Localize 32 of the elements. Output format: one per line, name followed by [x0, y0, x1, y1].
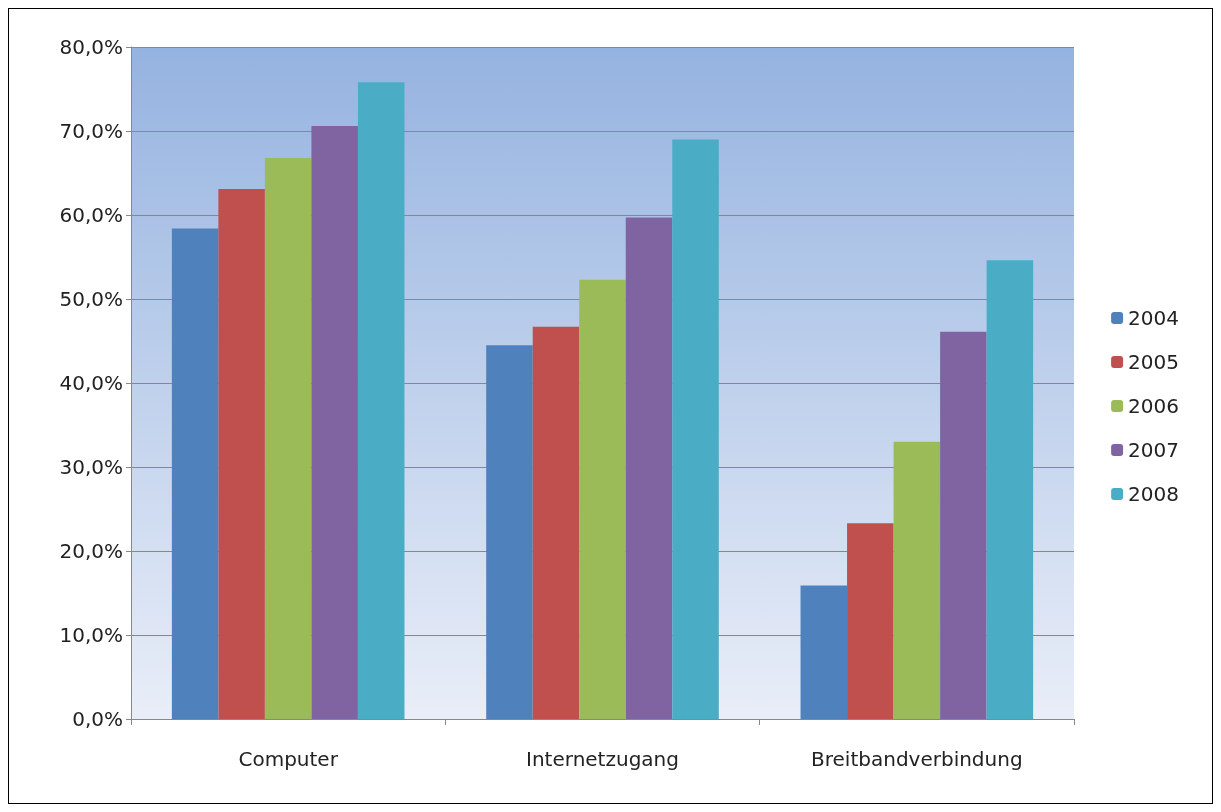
legend-label: 2007 [1128, 438, 1180, 462]
bar [579, 279, 626, 719]
y-tick-label: 30,0% [59, 455, 123, 479]
bar [171, 228, 219, 719]
bar [311, 125, 358, 719]
legend-label: 2008 [1128, 482, 1180, 506]
y-tick-label: 70,0% [59, 119, 123, 143]
y-tick-label: 10,0% [59, 623, 123, 647]
y-tick-label: 60,0% [59, 203, 123, 227]
bar [532, 326, 580, 719]
bar [357, 82, 405, 719]
legend-label: 2006 [1128, 394, 1180, 418]
bar [893, 441, 941, 719]
y-tick-label: 80,0% [59, 35, 123, 59]
bar [218, 188, 265, 719]
bar [264, 157, 312, 719]
y-tick-label: 0,0% [72, 707, 123, 731]
bar [800, 585, 848, 719]
y-tick-label: 20,0% [59, 539, 123, 563]
x-tick-label: Computer [238, 747, 339, 771]
y-tick-label: 50,0% [59, 287, 123, 311]
y-tick-label: 40,0% [59, 371, 123, 395]
legend-label: 2005 [1128, 350, 1180, 374]
bar [940, 331, 987, 719]
bar [625, 217, 673, 719]
bar [486, 345, 533, 719]
bar [986, 260, 1034, 719]
bar [672, 139, 719, 719]
x-tick-label: Breitbandverbindung [811, 747, 1023, 771]
bar [847, 523, 894, 719]
legend-label: 2004 [1128, 306, 1180, 330]
x-tick-label: Internetzugang [526, 747, 679, 771]
